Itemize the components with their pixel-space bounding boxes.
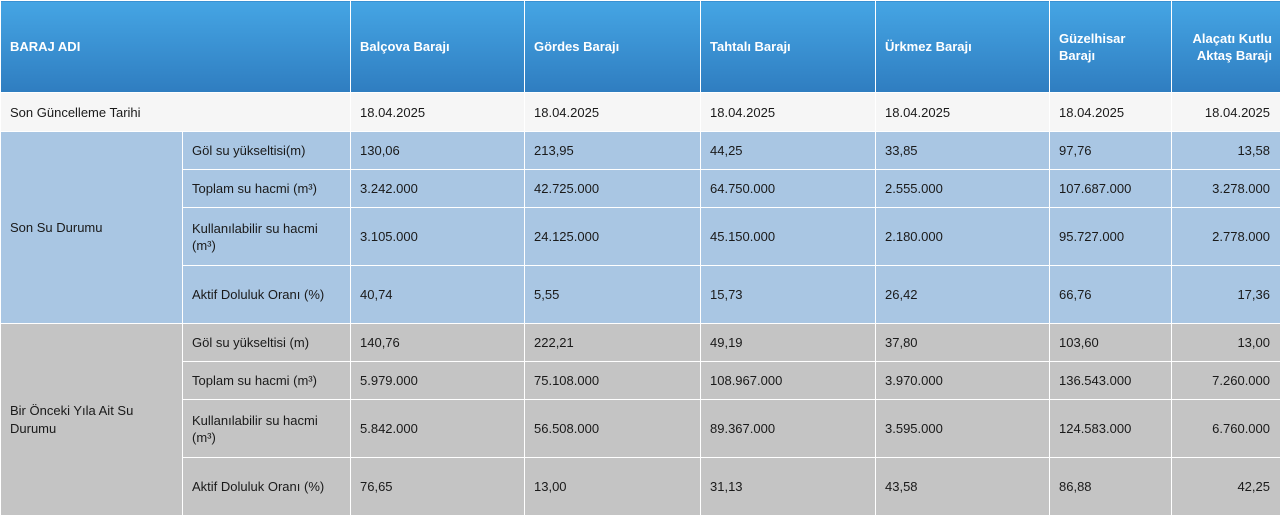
update-date: 18.04.2025 bbox=[1049, 92, 1172, 132]
dam-header: Balçova Barajı bbox=[350, 0, 525, 93]
value-cell: 5.842.000 bbox=[350, 399, 525, 458]
value-cell: 56.508.000 bbox=[524, 399, 701, 458]
value-cell: 37,80 bbox=[875, 323, 1050, 362]
value-cell: 2.180.000 bbox=[875, 207, 1050, 266]
value-cell: 76,65 bbox=[350, 457, 525, 516]
value-cell: 45.150.000 bbox=[700, 207, 876, 266]
value-cell: 44,25 bbox=[700, 131, 876, 170]
value-cell: 75.108.000 bbox=[524, 361, 701, 400]
metric-label: Aktif Doluluk Oranı (%) bbox=[182, 265, 351, 324]
value-cell: 108.967.000 bbox=[700, 361, 876, 400]
table-row: Toplam su hacmi (m³) 3.242.000 42.725.00… bbox=[1, 169, 1280, 208]
update-date: 18.04.2025 bbox=[1171, 92, 1280, 132]
dam-header: Gördes Barajı bbox=[524, 0, 701, 93]
value-cell: 107.687.000 bbox=[1049, 169, 1172, 208]
dam-header: Güzelhisar Barajı bbox=[1049, 0, 1172, 93]
value-cell: 140,76 bbox=[350, 323, 525, 362]
value-cell: 40,74 bbox=[350, 265, 525, 324]
table-row: Son Su Durumu Göl su yükseltisi(m) 130,0… bbox=[0, 131, 1280, 324]
value-cell: 15,73 bbox=[700, 265, 876, 324]
value-cell: 13,58 bbox=[1171, 131, 1280, 170]
table-row: Toplam su hacmi (m³) 5.979.000 75.108.00… bbox=[1, 361, 1280, 400]
last-update-label: Son Güncelleme Tarihi bbox=[0, 92, 351, 132]
dam-header: Alaçatı Kutlu Aktaş Barajı bbox=[1171, 0, 1280, 93]
table-row: Bir Önceki Yıla Ait Su Durumu Göl su yük… bbox=[0, 323, 1280, 516]
value-cell: 97,76 bbox=[1049, 131, 1172, 170]
value-cell: 49,19 bbox=[700, 323, 876, 362]
table-row: Aktif Doluluk Oranı (%) 40,74 5,55 15,73… bbox=[1, 265, 1280, 324]
value-cell: 5,55 bbox=[524, 265, 701, 324]
metric-label: Aktif Doluluk Oranı (%) bbox=[182, 457, 351, 516]
value-cell: 222,21 bbox=[524, 323, 701, 362]
metric-label: Toplam su hacmi (m³) bbox=[182, 169, 351, 208]
metric-label: Göl su yükseltisi(m) bbox=[182, 131, 351, 170]
value-cell: 6.760.000 bbox=[1171, 399, 1280, 458]
value-cell: 3.595.000 bbox=[875, 399, 1050, 458]
value-cell: 7.260.000 bbox=[1171, 361, 1280, 400]
dam-name-header: BARAJ ADI bbox=[0, 0, 351, 93]
value-cell: 42,25 bbox=[1171, 457, 1280, 516]
value-cell: 13,00 bbox=[524, 457, 701, 516]
value-cell: 86,88 bbox=[1049, 457, 1172, 516]
value-cell: 13,00 bbox=[1171, 323, 1280, 362]
value-cell: 3.278.000 bbox=[1171, 169, 1280, 208]
value-cell: 103,60 bbox=[1049, 323, 1172, 362]
value-cell: 2.555.000 bbox=[875, 169, 1050, 208]
update-date: 18.04.2025 bbox=[700, 92, 876, 132]
value-cell: 42.725.000 bbox=[524, 169, 701, 208]
last-update-row: Son Güncelleme Tarihi 18.04.2025 18.04.2… bbox=[0, 92, 1280, 132]
value-cell: 24.125.000 bbox=[524, 207, 701, 266]
update-date: 18.04.2025 bbox=[875, 92, 1050, 132]
value-cell: 66,76 bbox=[1049, 265, 1172, 324]
table-row: Kullanılabilir su hacmi (m³) 5.842.000 5… bbox=[1, 399, 1280, 458]
value-cell: 89.367.000 bbox=[700, 399, 876, 458]
value-cell: 31,13 bbox=[700, 457, 876, 516]
table-row: Kullanılabilir su hacmi (m³) 3.105.000 2… bbox=[1, 207, 1280, 266]
value-cell: 43,58 bbox=[875, 457, 1050, 516]
metric-label: Kullanılabilir su hacmi (m³) bbox=[182, 399, 351, 458]
metric-label: Göl su yükseltisi (m) bbox=[182, 323, 351, 362]
value-cell: 3.970.000 bbox=[875, 361, 1050, 400]
update-date: 18.04.2025 bbox=[350, 92, 525, 132]
value-cell: 17,36 bbox=[1171, 265, 1280, 324]
value-cell: 3.242.000 bbox=[350, 169, 525, 208]
value-cell: 2.778.000 bbox=[1171, 207, 1280, 266]
table-row: Aktif Doluluk Oranı (%) 76,65 13,00 31,1… bbox=[1, 457, 1280, 516]
metric-label: Toplam su hacmi (m³) bbox=[182, 361, 351, 400]
value-cell: 5.979.000 bbox=[350, 361, 525, 400]
value-cell: 130,06 bbox=[350, 131, 525, 170]
header-row: BARAJ ADI Balçova Barajı Gördes Barajı T… bbox=[0, 0, 1280, 93]
value-cell: 136.543.000 bbox=[1049, 361, 1172, 400]
value-cell: 124.583.000 bbox=[1049, 399, 1172, 458]
dam-header: Ürkmez Barajı bbox=[875, 0, 1050, 93]
value-cell: 3.105.000 bbox=[350, 207, 525, 266]
update-date: 18.04.2025 bbox=[524, 92, 701, 132]
value-cell: 95.727.000 bbox=[1049, 207, 1172, 266]
dam-header: Tahtalı Barajı bbox=[700, 0, 876, 93]
value-cell: 33,85 bbox=[875, 131, 1050, 170]
value-cell: 213,95 bbox=[524, 131, 701, 170]
value-cell: 26,42 bbox=[875, 265, 1050, 324]
group-label-current: Son Su Durumu bbox=[0, 131, 183, 324]
group-label-previous: Bir Önceki Yıla Ait Su Durumu bbox=[0, 323, 183, 516]
value-cell: 64.750.000 bbox=[700, 169, 876, 208]
metric-label: Kullanılabilir su hacmi (m³) bbox=[182, 207, 351, 266]
